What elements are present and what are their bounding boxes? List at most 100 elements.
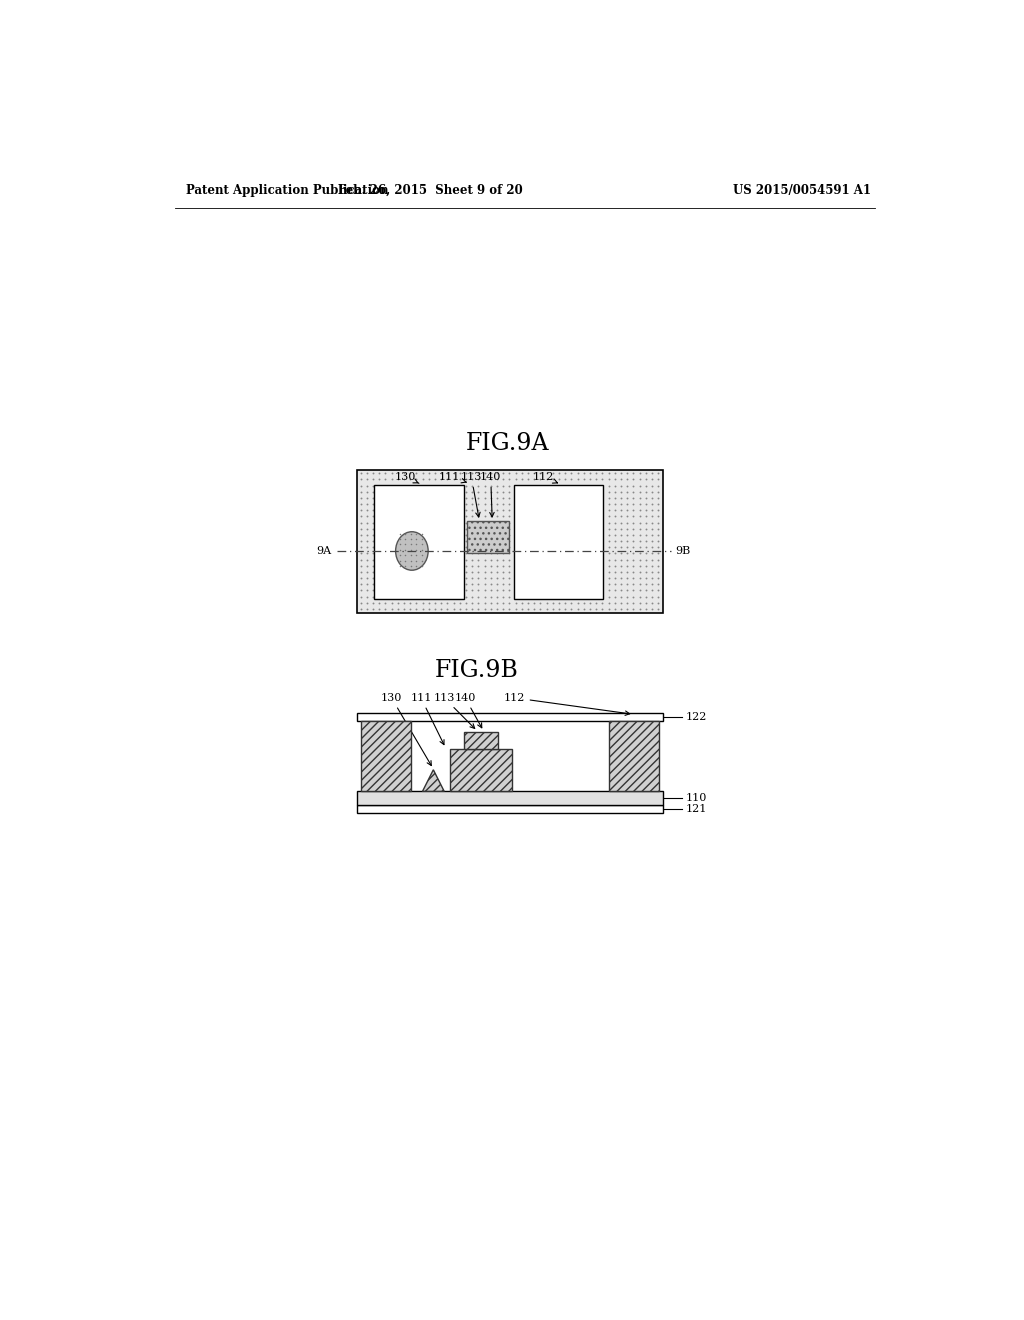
Point [526, 593, 543, 614]
Point [476, 487, 493, 508]
Point [401, 556, 418, 577]
Point [569, 487, 586, 508]
Point [452, 487, 468, 508]
Point [371, 574, 387, 595]
Point [513, 506, 529, 527]
Point [421, 531, 437, 552]
Point [638, 519, 654, 540]
Point [650, 543, 667, 564]
Point [401, 574, 418, 595]
Point [507, 549, 523, 570]
Point [575, 531, 592, 552]
Point [526, 519, 543, 540]
Point [539, 593, 555, 614]
Point [476, 586, 493, 607]
Point [520, 556, 537, 577]
Point [415, 549, 431, 570]
Point [409, 469, 425, 490]
Point [594, 500, 610, 521]
Point [612, 579, 629, 601]
Point [632, 475, 648, 496]
Point [476, 482, 493, 503]
Point [415, 579, 431, 601]
Point [650, 574, 667, 595]
Point [476, 579, 493, 601]
Point [507, 586, 523, 607]
Point [606, 500, 623, 521]
Point [365, 475, 381, 496]
Point [464, 537, 480, 558]
Point [501, 561, 517, 582]
Point [445, 482, 462, 503]
Point [638, 463, 654, 484]
Point [588, 500, 604, 521]
Point [408, 550, 424, 572]
Point [632, 512, 648, 533]
Point [452, 531, 468, 552]
Point [488, 586, 505, 607]
Point [377, 586, 393, 607]
Point [401, 524, 418, 545]
Point [563, 487, 580, 508]
Point [433, 537, 450, 558]
Point [618, 561, 635, 582]
Point [632, 561, 648, 582]
Point [464, 500, 480, 521]
Point [365, 487, 381, 508]
Point [606, 561, 623, 582]
Point [618, 500, 635, 521]
Bar [356, 713, 663, 721]
Point [488, 561, 505, 582]
Point [464, 598, 480, 619]
Point [612, 482, 629, 503]
Point [488, 494, 505, 515]
Bar [356, 805, 663, 813]
Point [458, 524, 474, 545]
Point [575, 598, 592, 619]
Point [606, 556, 623, 577]
Point [352, 556, 369, 577]
Point [513, 512, 529, 533]
Point [539, 598, 555, 619]
Point [458, 556, 474, 577]
Point [377, 512, 393, 533]
Point [383, 579, 399, 601]
Point [612, 549, 629, 570]
Point [415, 487, 431, 508]
Point [458, 469, 474, 490]
Point [377, 537, 393, 558]
Point [551, 593, 567, 614]
Point [526, 549, 543, 570]
Point [563, 549, 580, 570]
Point [513, 579, 529, 601]
Point [452, 543, 468, 564]
Point [408, 523, 424, 544]
Point [389, 574, 406, 595]
Point [395, 463, 412, 484]
Point [588, 475, 604, 496]
Point [625, 463, 641, 484]
Point [507, 579, 523, 601]
Point [594, 537, 610, 558]
Point [389, 598, 406, 619]
Point [445, 586, 462, 607]
Point [545, 512, 561, 533]
Point [409, 556, 425, 577]
Point [433, 487, 450, 508]
Point [439, 500, 456, 521]
Point [358, 537, 375, 558]
Point [395, 482, 412, 503]
Point [427, 519, 443, 540]
Point [520, 531, 537, 552]
Point [501, 574, 517, 595]
Point [600, 579, 616, 601]
Point [488, 543, 505, 564]
Text: 111: 111 [439, 471, 466, 483]
Point [557, 593, 573, 614]
Point [427, 487, 443, 508]
Point [433, 556, 450, 577]
Point [402, 545, 419, 566]
Point [383, 561, 399, 582]
Point [501, 519, 517, 540]
Point [433, 598, 450, 619]
